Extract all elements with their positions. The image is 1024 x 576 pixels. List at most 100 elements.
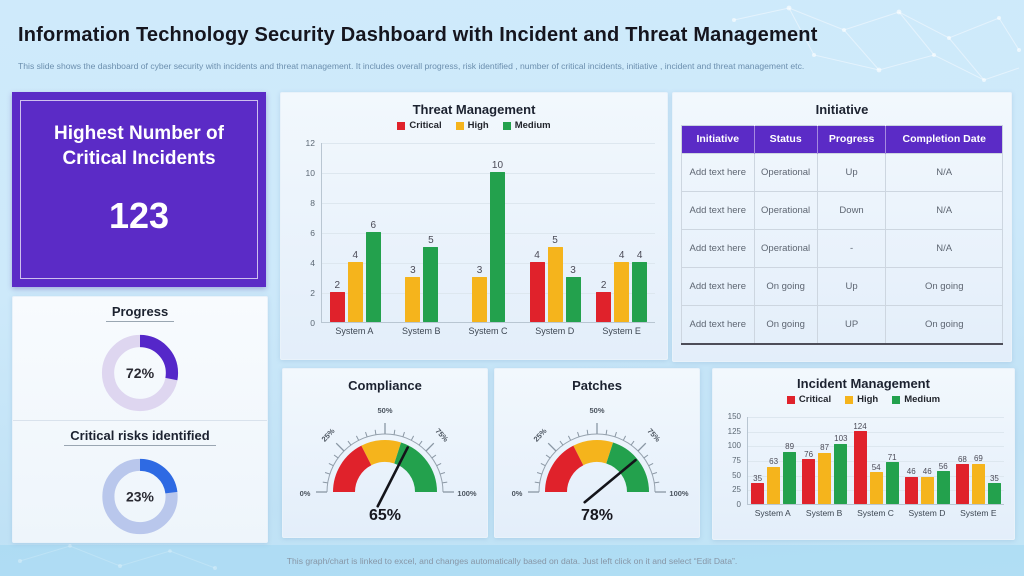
progress-donut-chart[interactable]: 72%: [93, 326, 187, 420]
bar-value-label: 89: [785, 442, 795, 452]
bar-value-label: 4: [636, 250, 643, 261]
gauge-tick: [540, 462, 546, 467]
y-tick-label: 50: [732, 470, 741, 480]
bar-value-label: 68: [957, 454, 967, 464]
x-tick-label: System A: [754, 508, 791, 518]
bar-group: 4 5 3: [522, 143, 589, 322]
bar-value-label: 10: [491, 160, 504, 171]
gauge-segment: [361, 440, 402, 466]
initiative-table[interactable]: Initiative Status Progress Completion Date …: [681, 125, 1003, 345]
table-cell: Add text here: [681, 229, 755, 269]
bar-medium: [834, 443, 848, 504]
y-tick-label: 2: [310, 288, 315, 298]
bar-value-label: 35: [989, 473, 999, 483]
kpi-value: 123: [108, 195, 170, 237]
legend-swatch: [397, 121, 406, 130]
bar-wrap: 4: [614, 250, 630, 322]
gauge-tick-label: 0%: [300, 489, 311, 498]
gridline: [747, 431, 1004, 433]
page-subtitle: This slide shows the dashboard of cyber …: [18, 61, 805, 71]
bar-value-label: 46: [906, 467, 916, 477]
incident-legend: Critical High Medium: [713, 394, 1014, 405]
bar-wrap: 35: [751, 473, 765, 504]
bar-value-label: 87: [820, 443, 830, 453]
bottom-band: [0, 545, 1024, 576]
kpi-card-critical-incidents: Highest Number of Critical Incidents 123: [12, 92, 266, 287]
table-cell: On going: [885, 267, 1003, 307]
bar-wrap: 2: [329, 280, 345, 322]
donut-panel: Progress 72% Critical risks identified 2…: [12, 296, 268, 543]
table-cell: N/A: [885, 229, 1003, 269]
gauge-tick: [425, 442, 435, 452]
page-title: Information Technology Security Dashboar…: [18, 24, 818, 46]
gauge-tick: [605, 429, 608, 435]
bar-value-label: 35: [753, 473, 763, 483]
bar-value-label: 6: [370, 220, 377, 231]
bar-critical: [529, 262, 545, 322]
gauge-tick: [328, 462, 334, 467]
bar-group: 35 63 89: [748, 417, 799, 504]
column-header: Progress: [817, 125, 887, 154]
gauge-tick-label: 50%: [377, 406, 392, 415]
donut-value-label: 23%: [126, 489, 155, 505]
bar-wrap: 2: [596, 280, 612, 322]
legend-label: Critical: [798, 394, 832, 405]
gridline: [321, 233, 655, 234]
y-tick-label: 25: [732, 485, 741, 495]
gauge-tick: [547, 442, 557, 452]
legend-label: High: [467, 120, 489, 131]
incident-management-title: Incident Management: [797, 376, 930, 391]
bar-groups: 2 4 6 3 5 3 10 4 5 3 2 4 4: [322, 143, 655, 322]
x-tick-label: System A: [335, 326, 374, 336]
progress-section: Progress 72%: [13, 297, 267, 420]
gauge-tick: [648, 462, 654, 467]
gauge-tick: [440, 472, 446, 475]
gauge-tick: [637, 442, 647, 452]
bar-value-label: 5: [428, 235, 434, 246]
donut-arc: [101, 334, 179, 412]
table-cell: Up: [816, 153, 887, 193]
donut-arc: [102, 458, 178, 535]
incident-management-panel: Incident Management Critical High Medium 0…: [712, 368, 1015, 540]
bar-medium: [987, 483, 1001, 504]
y-tick-label: 0: [736, 500, 741, 509]
gauge-needle: [376, 446, 409, 508]
bar-high: [347, 262, 363, 322]
x-tick-label: System C: [468, 326, 508, 336]
gauge-tick: [393, 429, 396, 435]
gauge-segment: [333, 445, 372, 493]
gauge-tick-arc: [326, 433, 444, 493]
gauge-tick: [347, 440, 352, 446]
incident-management-chart[interactable]: 0 25 50 75 100 125 150 35 63 89 76 87 103 124 54 71 46 46…: [723, 412, 1006, 520]
x-axis-labels: System A System B System C System D System E: [747, 508, 1004, 518]
gauge-tick: [654, 481, 660, 484]
table-cell: N/A: [885, 191, 1003, 231]
plot-area: 35 63 89 76 87 103 124 54 71 46 46 56 68 69 35: [747, 417, 1004, 505]
bar-wrap: 54: [869, 463, 883, 504]
bar-wrap: 3: [565, 265, 581, 322]
critical-risks-donut-chart[interactable]: 23%: [93, 450, 187, 543]
bar-medium: [885, 462, 899, 504]
bar-wrap: 68: [955, 454, 969, 504]
footer-note: This graph/chart is linked to excel, and…: [286, 556, 738, 566]
y-tick-label: 4: [310, 258, 315, 268]
y-tick-label: 12: [305, 138, 315, 148]
table-cell: UP: [816, 305, 887, 345]
kpi-title: Highest Number of Critical Incidents: [54, 123, 224, 169]
bar-critical: [802, 459, 816, 504]
bar-critical: [329, 292, 345, 322]
gauge-tick: [322, 481, 328, 484]
gauge-tick: [374, 429, 377, 435]
compliance-gauge-chart[interactable]: 0% 25% 50% 75% 100% 65%: [287, 394, 483, 528]
bar-high: [405, 277, 421, 322]
bar-value-label: 5: [552, 235, 558, 246]
bar-value-label: 76: [804, 449, 814, 459]
patches-gauge-chart[interactable]: 0% 25% 50% 75% 100% 78%: [499, 394, 695, 528]
gauge-tick: [630, 440, 635, 446]
bar-critical: [853, 431, 867, 504]
gauge-tick: [324, 472, 330, 475]
bar-value-label: 71: [887, 452, 897, 462]
gauge-tick-label: 0%: [512, 489, 523, 498]
